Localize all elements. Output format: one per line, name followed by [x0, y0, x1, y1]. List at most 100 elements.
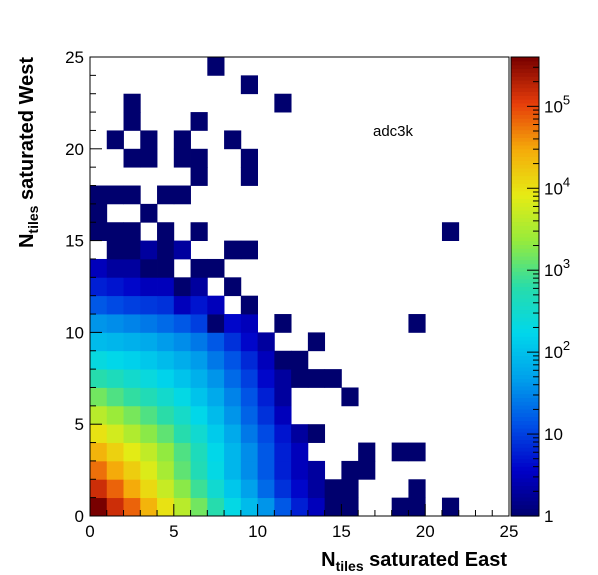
- heatmap-cell: [123, 460, 141, 480]
- heatmap-cell: [90, 222, 108, 241]
- heatmap-cell: [173, 148, 191, 168]
- heatmap-cell: [224, 405, 242, 425]
- colorbar-segment: [511, 114, 539, 119]
- colorbar-tick-label: 104: [544, 174, 570, 198]
- colorbar-segment: [511, 167, 539, 173]
- heatmap-cell: [240, 460, 258, 480]
- heatmap-cell: [173, 405, 191, 425]
- x-tick-label: 20: [416, 522, 435, 541]
- heatmap-cell: [240, 314, 258, 333]
- heatmap-cell: [408, 442, 426, 462]
- heatmap-cell: [123, 497, 141, 517]
- heatmap-cell: [274, 350, 292, 370]
- y-tick-label: 0: [75, 507, 84, 526]
- colorbar-segment: [511, 405, 539, 410]
- colorbar-segment: [511, 210, 539, 215]
- colorbar-segment: [511, 202, 539, 207]
- colorbar-segment: [511, 232, 539, 238]
- colorbar-segment: [511, 221, 539, 226]
- colorbar-segment: [511, 187, 539, 192]
- heatmap-cell: [257, 497, 275, 517]
- colorbar-segment: [511, 198, 539, 203]
- colorbar-segment: [511, 190, 539, 196]
- y-tick-label: 20: [65, 140, 84, 159]
- colorbar-segment: [511, 489, 539, 494]
- heatmap-cell: [207, 479, 225, 499]
- heatmap-cell: [90, 314, 108, 333]
- heatmap-cell: [274, 442, 292, 462]
- heatmap-cell: [207, 424, 225, 443]
- heatmap-cell: [140, 405, 158, 425]
- colorbar-segment: [511, 122, 539, 127]
- heatmap-cell: [173, 387, 191, 407]
- heatmap-cell: [157, 442, 175, 462]
- heatmap-cell: [157, 387, 175, 407]
- heatmap-cell: [140, 350, 158, 370]
- heatmap-cell: [106, 479, 124, 499]
- heatmap-cell: [240, 479, 258, 499]
- heatmap-cell: [257, 350, 275, 370]
- colorbar-segment: [511, 263, 539, 268]
- heatmap-cell: [106, 222, 124, 241]
- heatmap-cell: [140, 387, 158, 407]
- heatmap-cell: [140, 240, 158, 260]
- colorbar-segment: [511, 477, 539, 483]
- heatmap-cell: [157, 240, 175, 260]
- colorbar-segment: [511, 416, 539, 421]
- colorbar-segment: [511, 336, 539, 341]
- colorbar-segment: [511, 324, 539, 330]
- heatmap-cell: [190, 497, 208, 517]
- heatmap-cell: [240, 167, 258, 186]
- y-axis-title: Ntiles saturated West: [16, 57, 41, 248]
- heatmap-cell: [341, 497, 359, 517]
- heatmap-cell: [341, 479, 359, 499]
- heatmap-cell: [90, 424, 108, 443]
- colorbar-segment: [511, 229, 539, 234]
- heatmap-cell: [123, 332, 141, 352]
- colorbar-segment: [511, 458, 539, 464]
- heatmap-cell: [190, 350, 208, 370]
- colorbar-segment: [511, 164, 539, 169]
- colorbar-segment: [511, 428, 539, 433]
- heatmap-cell: [441, 222, 460, 241]
- colorbar-segment: [511, 125, 539, 131]
- heatmap-cell: [324, 369, 342, 388]
- colorbar-segment: [511, 320, 539, 326]
- heatmap-cell: [123, 295, 141, 315]
- heatmap-cell: [207, 332, 225, 352]
- colorbar-frame: [510, 56, 540, 517]
- colorbar-segment: [511, 118, 539, 123]
- heatmap-cell: [173, 369, 191, 388]
- heatmap-cell: [307, 497, 326, 517]
- heatmap-cell: [157, 277, 175, 297]
- heatmap-cell: [224, 130, 242, 150]
- colorbar-segment: [511, 343, 539, 349]
- colorbar-segment: [511, 141, 539, 146]
- heatmap-cell: [224, 350, 242, 370]
- heatmap-cell: [274, 424, 292, 443]
- heatmap-cell: [90, 369, 108, 388]
- heatmap-cell: [207, 369, 225, 388]
- heatmap-cell: [224, 442, 242, 462]
- colorbar-segment: [511, 382, 539, 387]
- heatmap-cell: [224, 424, 242, 443]
- heatmap-cell: [140, 148, 158, 168]
- heatmap-cell: [274, 387, 292, 407]
- heatmap-cell: [123, 240, 141, 260]
- heatmap-cell: [140, 424, 158, 443]
- heatmap-cell: [157, 314, 175, 333]
- heatmap-cell: [190, 258, 208, 278]
- x-axis-title-rest: saturated East: [364, 549, 508, 571]
- heatmap-cell: [123, 387, 141, 407]
- heatmap-cell: [207, 405, 225, 425]
- heatmap-cell: [307, 369, 326, 388]
- colorbar-segment: [511, 332, 539, 337]
- heatmap-cell: [240, 497, 258, 517]
- heatmap-cell: [157, 185, 175, 205]
- heatmap-cell: [106, 258, 124, 278]
- heatmap-cell: [123, 185, 141, 205]
- heatmap-cell: [324, 497, 342, 517]
- heatmap-cell: [106, 460, 124, 480]
- heatmap-cell: [408, 479, 426, 499]
- heatmap-cell: [408, 497, 426, 517]
